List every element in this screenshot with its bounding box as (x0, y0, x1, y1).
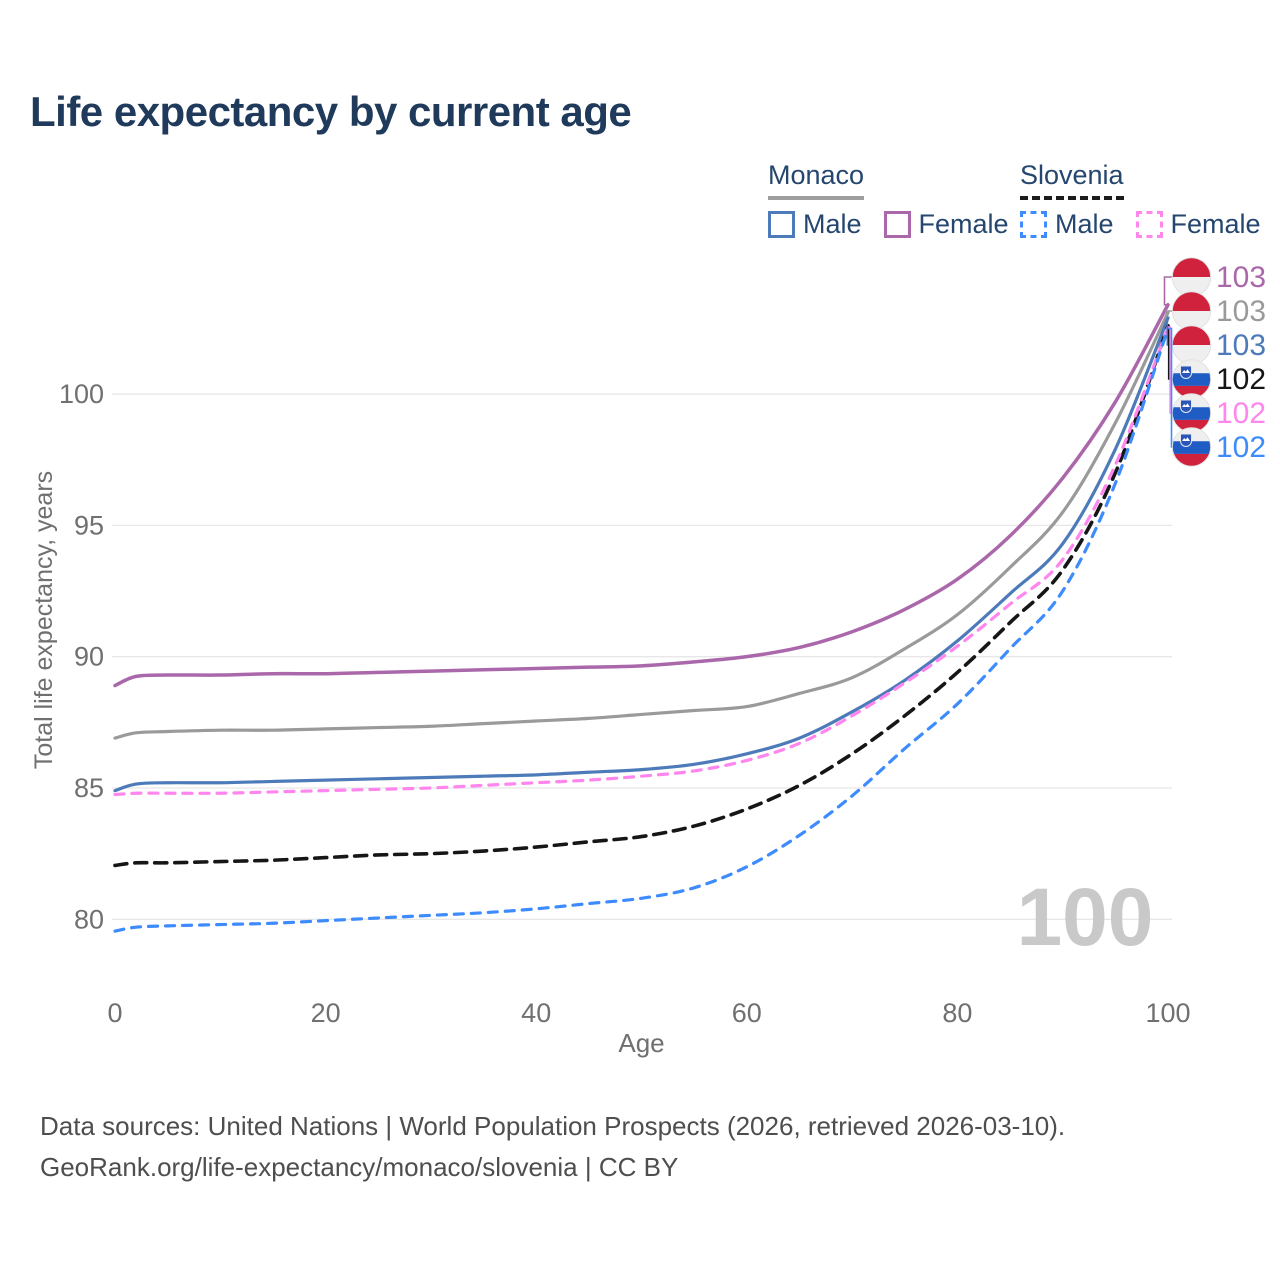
y-tick-label: 100 (59, 379, 104, 409)
end-value-label-slovenia-all: 102 (1216, 363, 1266, 396)
watermark-age: 100 (1017, 872, 1154, 963)
legend-item-monaco-female[interactable]: Female (883, 209, 1009, 240)
x-tick-label: 0 (107, 998, 122, 1028)
y-tick-label: 90 (74, 642, 104, 672)
footer-data-sources: Data sources: United Nations | World Pop… (40, 1111, 1066, 1141)
footer-attribution: GeoRank.org/life-expectancy/monaco/slove… (40, 1152, 679, 1182)
legend-header-monaco[interactable]: Monaco (768, 160, 865, 200)
legend-header-slovenia[interactable]: Slovenia (1020, 160, 1124, 200)
y-axis-title: Total life expectancy, years (30, 471, 58, 769)
flag-monaco-icon (1171, 325, 1212, 365)
legend-group-slovenia: Slovenia Male Female (1020, 160, 1261, 240)
page-title: Life expectancy by current age (30, 88, 632, 135)
end-value-label-monaco-male: 103 (1216, 329, 1266, 362)
monaco-female-swatch-icon (883, 211, 911, 238)
flag-monaco-icon (1171, 257, 1212, 297)
end-value-label-slovenia-male: 102 (1216, 431, 1266, 464)
legend-item-slovenia-female[interactable]: Female (1135, 209, 1261, 240)
y-tick-label: 80 (74, 904, 104, 934)
x-tick-label: 60 (732, 998, 762, 1028)
x-tick-label: 40 (521, 998, 551, 1028)
slovenia-female-swatch-icon (1135, 211, 1163, 238)
series-line-slovenia-male (113, 326, 1170, 933)
series-line-slovenia-all (113, 323, 1170, 868)
end-value-label-slovenia-female: 102 (1216, 397, 1266, 430)
slovenia-male-swatch-icon (1020, 211, 1047, 238)
legend-item-label: Female (1170, 209, 1261, 239)
y-tick-label: 85 (74, 773, 104, 803)
series-line-monaco-male (113, 316, 1170, 793)
legend-item-slovenia-male[interactable]: Male (1020, 209, 1114, 240)
x-tick-label: 80 (942, 998, 972, 1028)
flag-slovenia-icon (1171, 427, 1212, 467)
x-axis-title: Age (618, 1028, 664, 1058)
end-value-label-monaco-female: 103 (1216, 261, 1266, 294)
footer: Data sources: United Nations | World Pop… (40, 1106, 1065, 1188)
monaco-male-swatch-icon (768, 211, 795, 238)
x-tick-label: 20 (311, 998, 341, 1028)
x-tick-label: 100 (1145, 998, 1190, 1028)
flag-slovenia-icon (1171, 393, 1212, 433)
end-label-connector-monaco-female (1163, 276, 1173, 306)
legend-item-label: Male (1055, 209, 1114, 239)
flag-slovenia-icon (1171, 359, 1212, 399)
series-line-slovenia-female (113, 325, 1170, 797)
life-expectancy-chart: 80 85 90 95 100 100 0 20 40 60 80 100 Age Total life … (30, 257, 1266, 1058)
y-tick-label: 95 (74, 510, 104, 540)
flag-monaco-icon (1171, 291, 1212, 331)
legend-item-label: Male (803, 209, 862, 239)
series-line-monaco-female (113, 302, 1170, 688)
end-label-connector-monaco-all (1165, 310, 1173, 314)
end-value-label-monaco-all: 103 (1216, 295, 1266, 328)
legend-group-monaco: Monaco Male Female (768, 160, 1009, 240)
legend-item-label: Female (918, 209, 1009, 239)
legend-item-monaco-male[interactable]: Male (768, 209, 862, 240)
series-line-monaco-all (113, 311, 1170, 740)
